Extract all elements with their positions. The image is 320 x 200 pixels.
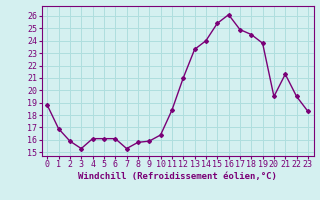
X-axis label: Windchill (Refroidissement éolien,°C): Windchill (Refroidissement éolien,°C) [78,172,277,181]
